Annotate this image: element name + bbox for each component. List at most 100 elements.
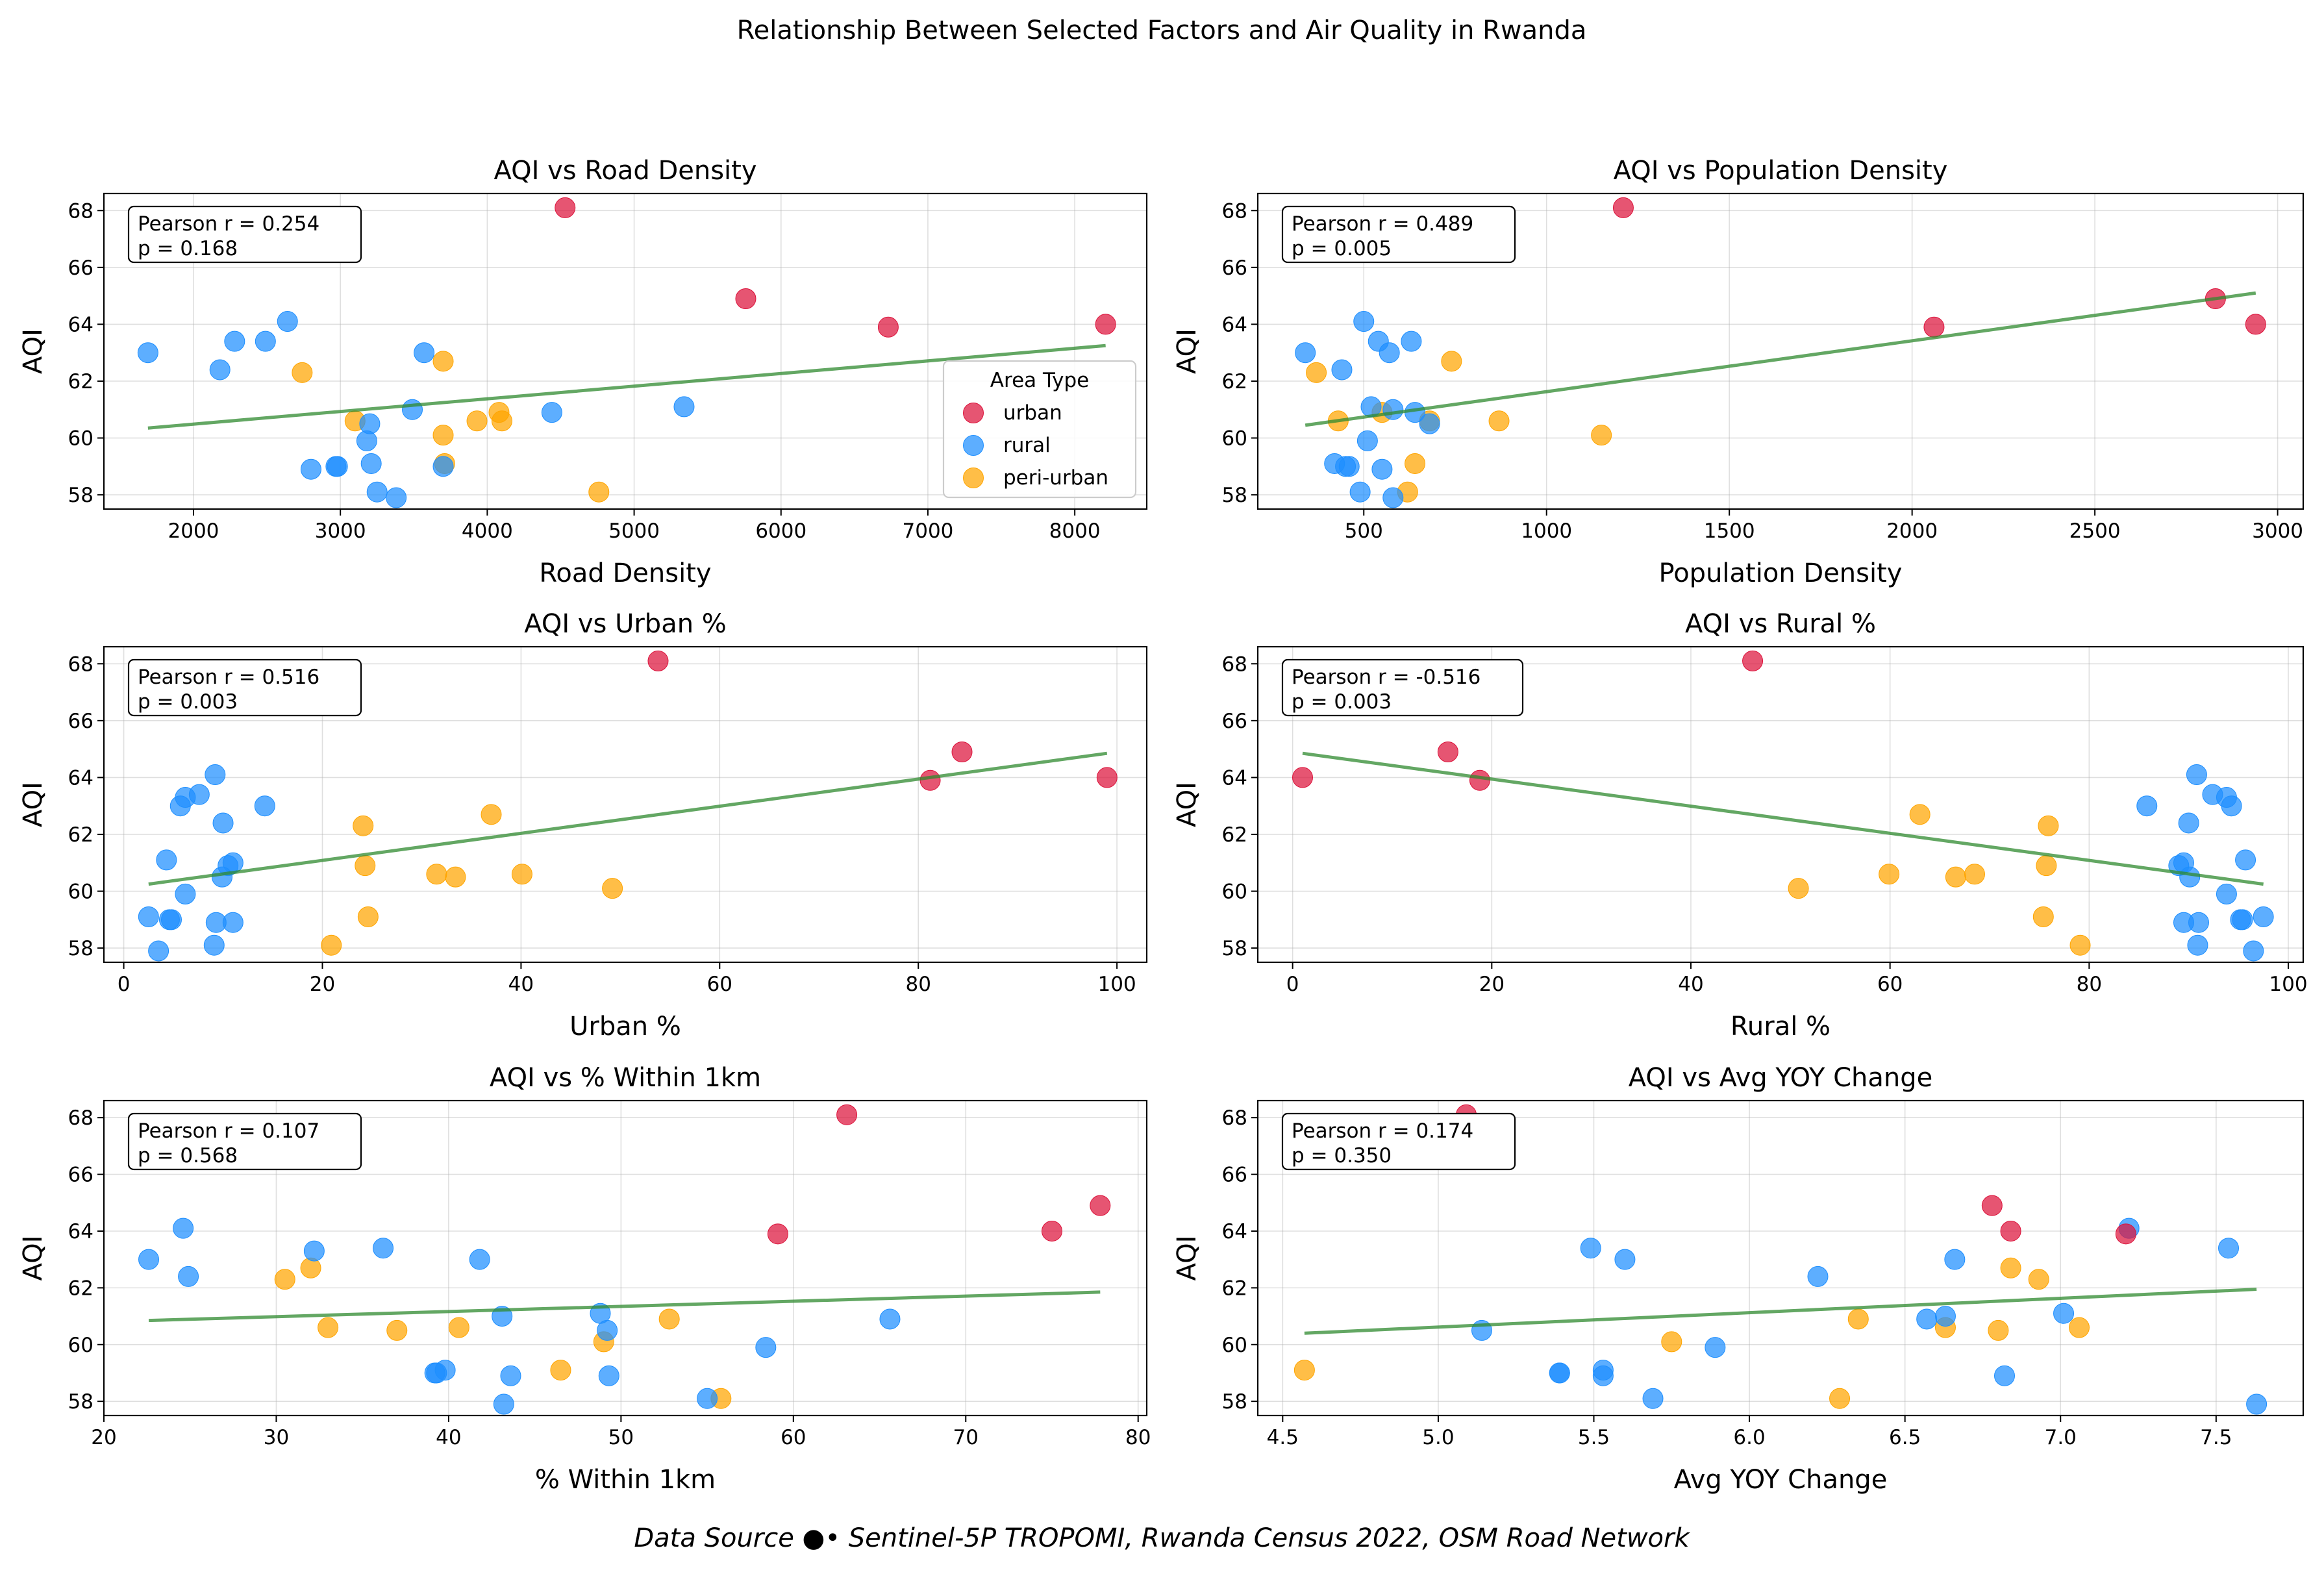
- stats-box: [1281, 205, 1516, 264]
- data-points: [1292, 650, 2274, 962]
- point-peri-urban: [2038, 815, 2059, 836]
- data-points: [1295, 197, 2266, 508]
- y-axis-label: AQI: [1172, 782, 1202, 827]
- x-axis-label: Rural %: [1731, 1012, 1830, 1042]
- point-peri-urban: [1293, 1360, 1315, 1381]
- legend-title: Area Type: [990, 369, 1089, 392]
- y-axis-label: AQI: [18, 782, 48, 827]
- point-rural: [414, 342, 435, 364]
- point-rural: [755, 1337, 777, 1358]
- x-tick-label: 7000: [903, 519, 954, 543]
- point-rural: [1335, 456, 1356, 477]
- point-urban: [1096, 767, 1118, 788]
- y-tick-label: 66: [68, 1164, 94, 1187]
- pearson-r-text: Pearson r = 0.516: [138, 666, 319, 689]
- point-urban: [1981, 1195, 2003, 1216]
- y-tick-label: 60: [68, 880, 94, 904]
- point-urban: [919, 769, 941, 791]
- trend-line: [147, 343, 1106, 430]
- point-rural: [1642, 1388, 1664, 1409]
- legend-box: [942, 360, 1137, 499]
- pearson-r-text: Pearson r = 0.489: [1292, 212, 1473, 236]
- y-tick-label: 58: [1222, 484, 1247, 507]
- point-urban: [836, 1104, 858, 1125]
- x-tick-label: 5.0: [1422, 1426, 1454, 1449]
- point-rural: [2221, 795, 2242, 817]
- point-peri-urban: [1788, 878, 1809, 899]
- point-peri-urban: [445, 866, 466, 888]
- point-urban: [1742, 650, 1764, 671]
- point-urban: [877, 316, 899, 338]
- x-tick-label: 5.5: [1578, 1426, 1610, 1449]
- y-tick-label: 64: [68, 766, 94, 790]
- x-tick-label: 60: [781, 1426, 806, 1449]
- point-rural: [1419, 413, 1440, 434]
- point-peri-urban: [353, 815, 374, 836]
- point-rural: [697, 1388, 718, 1409]
- subplot-6: 4.5 5.0 5.5 6.0 6.5 7.0 7.5 58 60 62 64 66 68 AQI vs …: [1172, 1063, 2305, 1495]
- y-tick-label: 58: [68, 484, 94, 507]
- y-axis-label: AQI: [18, 329, 48, 374]
- point-rural: [2053, 1303, 2075, 1324]
- axes-frame: [1256, 1099, 2305, 1417]
- x-axis-label: % Within 1km: [535, 1465, 716, 1495]
- point-rural: [597, 1319, 618, 1341]
- x-tick-label: 0: [118, 973, 131, 996]
- point-rural: [209, 359, 231, 381]
- data-points: [138, 1104, 1111, 1415]
- point-rural: [432, 456, 454, 477]
- x-tick-label: 80: [2077, 973, 2102, 996]
- subplot-4: 0 20 40 60 80 100 58 60 62 64 66 68 AQI vs Rural % Ru…: [1172, 609, 2308, 1042]
- point-rural: [1614, 1249, 1636, 1270]
- x-tick-label: 50: [608, 1426, 634, 1449]
- x-tick-label: 6000: [755, 519, 806, 543]
- pearson-r-text: Pearson r = 0.254: [138, 212, 319, 236]
- point-rural: [1349, 481, 1371, 503]
- x-tick-label: 100: [1098, 973, 1136, 996]
- point-rural: [434, 1360, 456, 1381]
- point-rural: [2136, 795, 2158, 817]
- stats-box: [1281, 658, 1524, 717]
- x-tick-label: 20: [91, 1426, 116, 1449]
- point-peri-urban: [1488, 410, 1510, 432]
- point-peri-urban: [1964, 864, 1985, 885]
- point-rural: [500, 1365, 521, 1386]
- point-urban: [1469, 769, 1490, 791]
- y-tick-label: 62: [1222, 823, 1247, 847]
- x-axis-label: Urban %: [569, 1012, 681, 1042]
- legend-marker-peri-urban: [963, 468, 984, 488]
- point-rural: [1944, 1249, 1966, 1270]
- y-axis-label: AQI: [18, 1236, 48, 1281]
- p-value-text: p = 0.350: [1292, 1144, 1392, 1167]
- point-peri-urban: [1988, 1319, 2009, 1341]
- point-rural: [138, 906, 159, 927]
- point-rural: [541, 402, 562, 423]
- point-urban: [951, 742, 973, 762]
- trend-line: [148, 1290, 1101, 1323]
- x-tick-label: 70: [953, 1426, 979, 1449]
- y-tick-label: 64: [68, 313, 94, 336]
- point-urban: [2245, 314, 2266, 335]
- point-rural: [178, 1266, 199, 1287]
- point-peri-urban: [1879, 864, 1900, 885]
- point-rural: [1549, 1362, 1570, 1384]
- subplot-5: 20 30 40 50 60 70 80 58 60 62 64 66 68 AQI vs % Withi…: [18, 1063, 1151, 1495]
- y-tick-label: 68: [68, 199, 94, 223]
- axes-frame: [103, 1099, 1148, 1417]
- x-tick-label: 2000: [168, 519, 219, 543]
- trend-line: [1305, 291, 2256, 427]
- x-tick-label: 60: [707, 973, 732, 996]
- p-value-text: p = 0.168: [138, 237, 238, 260]
- p-value-text: p = 0.003: [1292, 690, 1392, 714]
- point-peri-urban: [602, 878, 623, 899]
- legend-marker-rural: [963, 435, 984, 456]
- x-tick-label: 4000: [462, 519, 513, 543]
- y-tick-label: 64: [68, 1220, 94, 1243]
- y-tick-label: 62: [68, 370, 94, 393]
- point-rural: [173, 1217, 194, 1239]
- point-peri-urban: [2028, 1269, 2049, 1290]
- point-rural: [158, 909, 180, 930]
- point-rural: [1295, 342, 1316, 364]
- y-tick-label: 58: [1222, 1390, 1247, 1414]
